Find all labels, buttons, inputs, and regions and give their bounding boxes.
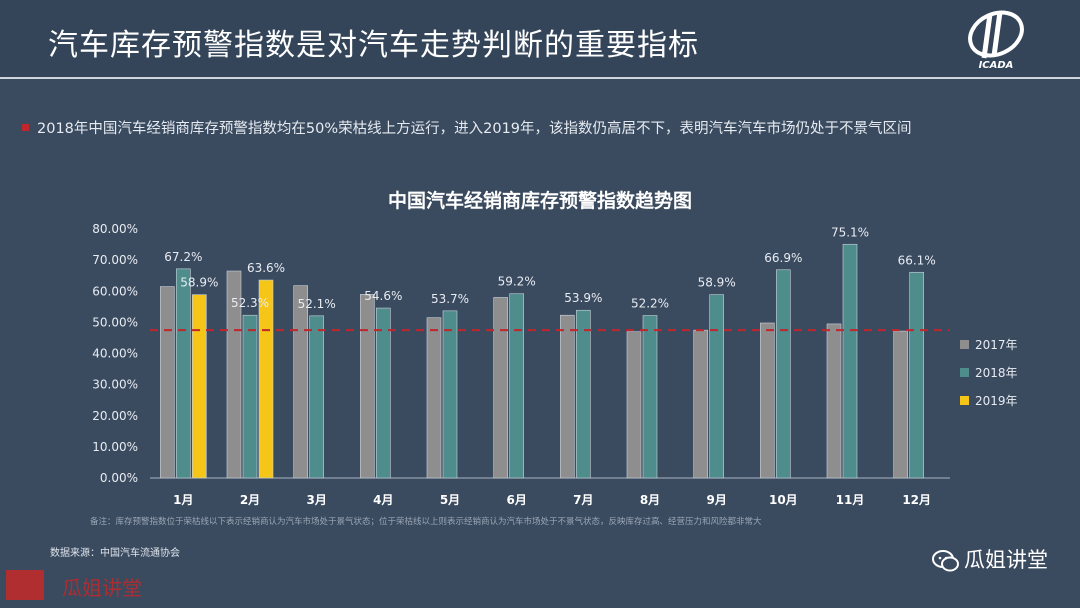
bar-2018年-4月 [376,307,391,479]
legend-label: 2017年 [975,338,1018,352]
bullet-text: 2018年中国汽车经销商库存预警指数均在50%荣枯线上方运行，进入2019年，该… [37,121,912,137]
header-bar [0,0,1080,78]
x-tick-label: 2月 [240,493,260,507]
x-tick-label: 3月 [306,493,326,507]
data-label: 53.9% [564,291,602,305]
data-label: 54.6% [364,289,402,303]
legend-swatch [960,396,969,405]
x-tick-label: 8月 [640,493,660,507]
bar-2017年-7月 [560,314,575,479]
bar-2017年-1月 [160,286,175,479]
data-label: 59.2% [498,275,536,289]
logo-text: ICADA [979,60,1014,71]
data-label: 66.1% [898,253,936,267]
chart-note: 备注：库存预警指数位于荣枯线以下表示经销商认为汽车市场处于景气状态；位于荣枯线以… [90,517,762,527]
x-tick-label: 11月 [836,493,865,507]
legend-label: 2018年 [975,366,1018,380]
legend-swatch [960,368,969,377]
x-tick-label: 5月 [440,493,460,507]
x-tick-label: 12月 [902,493,931,507]
data-label: 53.7% [431,292,469,306]
x-tick-label: 7月 [573,493,593,507]
bar-2017年-3月 [293,285,308,479]
seal-stamp-text: 瓜姐讲堂 [62,576,142,600]
bar-2018年-3月 [309,315,324,479]
bar-2018年-7月 [576,309,591,479]
bar-2017年-12月 [893,330,908,479]
bar-2018年-10月 [776,269,791,479]
data-label: 58.9% [180,276,218,290]
y-tick-label: 40.00% [92,347,138,361]
bar-2017年-2月 [226,270,242,479]
data-label: 75.1% [831,225,869,239]
x-tick-label: 9月 [706,493,726,507]
red-seal-icon [6,570,44,600]
data-label: 66.9% [764,251,802,265]
wechat-icon [932,550,959,572]
bar-2018年-8月 [642,315,658,479]
bar-2018年-2月 [242,314,258,479]
bar-2017年-9月 [693,329,708,479]
legend-label: 2019年 [975,394,1018,408]
y-tick-label: 60.00% [92,284,138,298]
cada-logo-icon: ICADA [968,10,1024,71]
bar-2019年-1月 [192,294,207,479]
bar-2017年-10月 [760,322,775,479]
data-label: 52.3% [231,296,269,310]
chart-title: 中国汽车经销商库存预警指数趋势图 [387,190,692,212]
bullet-point: 2018年中国汽车经销商库存预警指数均在50%荣枯线上方运行，进入2019年，该… [22,117,912,138]
data-label: 52.1% [298,297,336,311]
y-tick-label: 70.00% [92,253,138,267]
x-tick-label: 1月 [173,493,193,507]
bullet-square-icon [22,123,29,131]
data-label: 52.2% [631,297,669,311]
y-tick-label: 80.00% [92,222,138,236]
y-tick-label: 0.00% [100,471,138,485]
bar-2018年-11月 [842,243,858,479]
y-tick-label: 10.00% [92,440,138,454]
bar-2018年-12月 [909,271,924,479]
bar-2017年-11月 [826,323,842,479]
bar-2018年-5月 [442,310,458,479]
y-tick-label: 50.00% [92,315,138,329]
bar-2017年-5月 [426,317,442,479]
watermark: 瓜姐讲堂 [932,544,1048,574]
bar-2018年-9月 [709,294,724,479]
bar-2017年-8月 [626,331,642,479]
x-tick-label: 10月 [769,493,798,507]
data-label: 58.9% [698,276,736,290]
header-divider [0,77,1080,79]
bar-2018年-6月 [509,293,524,479]
x-tick-label: 6月 [506,493,526,507]
data-label: 63.6% [247,261,285,275]
watermark-text: 瓜姐讲堂 [964,548,1048,572]
data-source: 数据来源：中国汽车流通协会 [50,548,180,559]
page-title: 汽车库存预警指数是对汽车走势判断的重要指标 [48,28,699,63]
legend-swatch [960,340,969,349]
data-label: 67.2% [164,250,202,264]
y-tick-label: 30.00% [92,378,138,392]
bar-2018年-1月 [176,268,191,479]
bar-2017年-6月 [493,297,508,479]
y-tick-label: 20.00% [92,409,138,423]
bar-2017年-4月 [360,294,375,479]
x-tick-label: 4月 [373,493,393,507]
